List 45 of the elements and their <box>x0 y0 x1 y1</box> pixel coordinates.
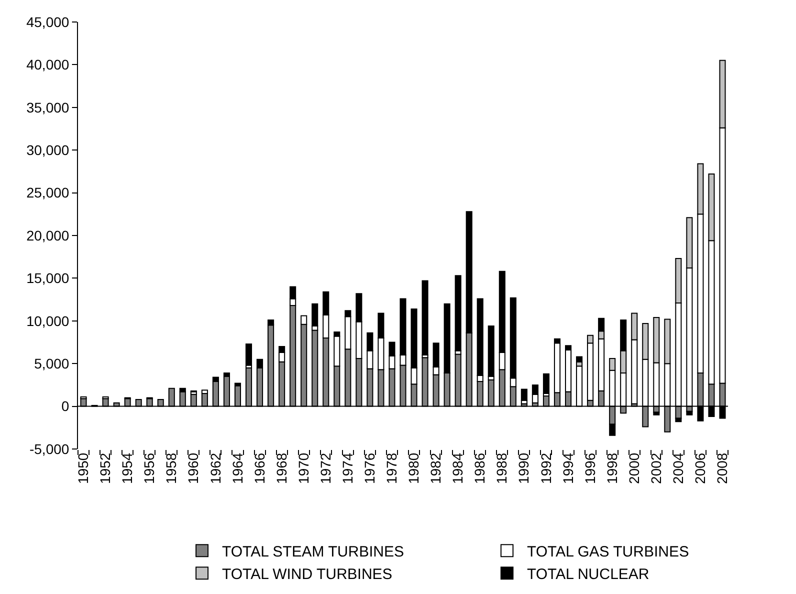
x-tick-label: 1956 <box>141 452 158 484</box>
y-tick-label: 10,000 <box>26 312 70 329</box>
y-tick-label: 45,000 <box>26 14 70 30</box>
x-tick-label: 1966 <box>251 452 268 484</box>
x-tick-label: 1998 <box>604 452 620 484</box>
x-tick-label: 1960 <box>185 452 202 484</box>
x-tick-label: 1986 <box>472 452 488 484</box>
x-tick-label: 1972 <box>317 452 334 484</box>
legend-label: TOTAL WIND TURBINES <box>222 566 392 583</box>
legend-label: TOTAL STEAM TURBINES <box>222 544 404 560</box>
x-tick-label: 1958 <box>163 452 180 484</box>
x-tick-label: 1950 <box>75 452 92 484</box>
y-tick-label: 30,000 <box>26 142 70 158</box>
x-tick-label: 1984 <box>450 452 466 484</box>
x-tick-label: 1992 <box>538 452 554 484</box>
y-tick-label: 20,000 <box>26 227 70 244</box>
x-tick-label: 1968 <box>273 452 290 484</box>
y-tick-label: 40,000 <box>26 56 70 73</box>
x-tick-label: 1982 <box>428 452 444 484</box>
y-tick-label: 25,000 <box>26 184 70 201</box>
legend-label: TOTAL GAS TURBINES <box>527 544 689 560</box>
x-tick-label: 1964 <box>229 452 246 484</box>
x-tick-label: 2006 <box>692 452 708 484</box>
x-tick-label: 1970 <box>295 452 312 484</box>
x-tick-label: 2008 <box>714 452 730 484</box>
y-tick-label: 15,000 <box>26 270 70 286</box>
legend-label: TOTAL NUCLEAR <box>527 566 650 583</box>
x-tick-label: 1954 <box>119 452 136 484</box>
y-tick-label: 35,000 <box>26 99 70 116</box>
x-tick-label: 2004 <box>670 452 686 484</box>
x-tick-label: 1962 <box>207 452 224 484</box>
y-tick-label: 5,000 <box>34 356 70 372</box>
x-tick-label: 1994 <box>560 452 576 484</box>
x-tick-label: 1980 <box>406 452 422 484</box>
x-tick-label: 1974 <box>339 452 356 484</box>
x-tick-label: 1990 <box>516 452 532 484</box>
x-tick-label: 1996 <box>582 452 598 484</box>
x-tick-label: 1988 <box>494 452 510 484</box>
y-tick-label: 0 <box>61 398 70 414</box>
x-tick-label: 1978 <box>384 452 400 484</box>
x-tick-label: 1976 <box>362 452 378 484</box>
x-tick-label: 2002 <box>648 452 664 484</box>
x-tick-label: 1952 <box>97 452 114 484</box>
y-tick-label: -5,000 <box>29 440 70 457</box>
x-tick-label: 2000 <box>626 452 642 484</box>
